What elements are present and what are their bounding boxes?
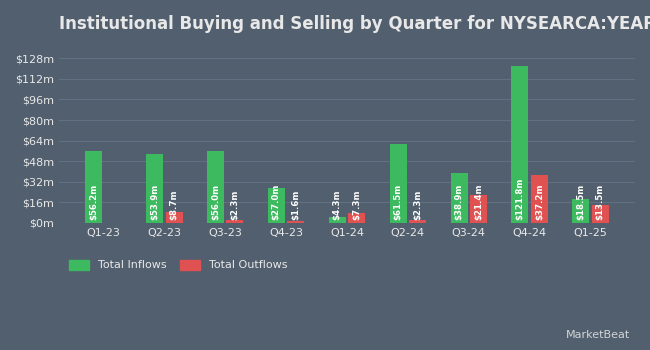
- Text: $7.3m: $7.3m: [352, 189, 361, 219]
- Bar: [166, 212, 183, 223]
- Text: $18.5m: $18.5m: [577, 183, 585, 219]
- Text: $27.0m: $27.0m: [272, 183, 281, 219]
- Text: Institutional Buying and Selling by Quarter for NYSEARCA:YEAR: Institutional Buying and Selling by Quar…: [59, 15, 650, 33]
- Legend: Total Inflows, Total Outflows: Total Inflows, Total Outflows: [64, 255, 292, 275]
- Bar: [450, 173, 467, 223]
- Bar: [329, 217, 346, 223]
- Bar: [226, 220, 244, 223]
- Text: $2.3m: $2.3m: [231, 189, 239, 219]
- Text: $56.2m: $56.2m: [89, 183, 98, 219]
- Text: $2.3m: $2.3m: [413, 189, 422, 219]
- Text: $21.4m: $21.4m: [474, 183, 483, 219]
- Text: MarketBeat: MarketBeat: [566, 329, 630, 340]
- Text: $13.5m: $13.5m: [596, 183, 605, 219]
- Bar: [389, 144, 407, 223]
- Bar: [287, 221, 304, 223]
- Text: $8.7m: $8.7m: [170, 189, 179, 219]
- Bar: [572, 199, 590, 223]
- Text: $37.2m: $37.2m: [535, 183, 544, 219]
- Bar: [268, 188, 285, 223]
- Bar: [512, 66, 528, 223]
- Bar: [409, 220, 426, 223]
- Bar: [207, 151, 224, 223]
- Bar: [348, 214, 365, 223]
- Text: $38.9m: $38.9m: [454, 183, 463, 219]
- Bar: [85, 150, 102, 223]
- Text: $53.9m: $53.9m: [150, 183, 159, 219]
- Text: $56.0m: $56.0m: [211, 183, 220, 219]
- Bar: [531, 175, 548, 223]
- Text: $4.3m: $4.3m: [333, 189, 342, 219]
- Text: $121.8m: $121.8m: [515, 177, 525, 219]
- Bar: [592, 205, 609, 223]
- Bar: [470, 195, 487, 223]
- Text: $1.6m: $1.6m: [291, 189, 300, 219]
- Text: $61.5m: $61.5m: [394, 183, 402, 219]
- Bar: [146, 154, 163, 223]
